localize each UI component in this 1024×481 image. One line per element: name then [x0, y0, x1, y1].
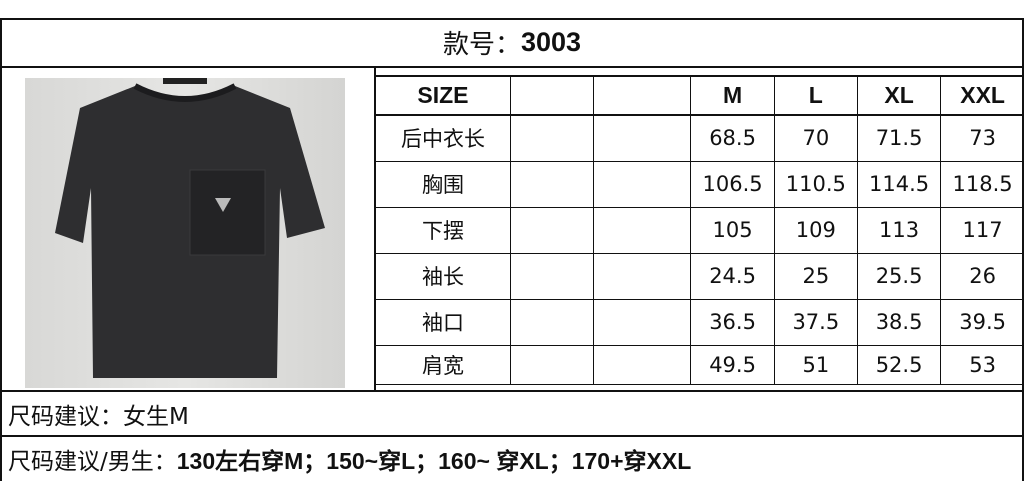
- measurement-value: 117: [940, 206, 1024, 254]
- blank-cell: [593, 160, 692, 208]
- header-xxl: XXL: [940, 75, 1024, 116]
- tshirt-icon: [55, 78, 325, 378]
- male-size-note: 尺码建议/男生： 130左右穿M；150~穿L；160~ 穿XL；170+穿XXL: [0, 435, 1024, 480]
- blank-cell: [509, 160, 595, 208]
- table-row: 下摆 105 109 113 117: [376, 206, 1024, 254]
- measurement-name: 袖口: [376, 298, 511, 346]
- measurement-value: 113: [856, 206, 942, 254]
- blank-cell: [593, 252, 692, 300]
- measurement-value: 39.5: [940, 298, 1024, 346]
- table-row: 后中衣长 68.5 70 71.5 73: [376, 114, 1024, 162]
- measurement-value: 105: [690, 206, 775, 254]
- title-label: 款号：: [442, 29, 521, 60]
- header-blank: [509, 75, 595, 116]
- blank-cell: [593, 344, 692, 385]
- male-note-text: 130左右穿M；150~穿L；160~ 穿XL；170+穿XXL: [176, 447, 692, 474]
- blank-cell: [509, 344, 595, 385]
- measurement-value: 70: [773, 114, 858, 162]
- size-table: SIZE M L XL XXL 后中衣长 68.5 70 71.5 73 胸围 106.5 1…: [376, 75, 1024, 385]
- header-l: L: [773, 75, 858, 116]
- measurement-value: 106.5: [690, 160, 775, 208]
- table-header-row: SIZE M L XL XXL: [376, 75, 1024, 116]
- blank-cell: [593, 206, 692, 254]
- measurement-name: 胸围: [376, 160, 511, 208]
- measurement-name: 肩宽: [376, 344, 511, 385]
- measurement-value: 25: [773, 252, 858, 300]
- blank-cell: [509, 114, 595, 162]
- measurement-value: 36.5: [690, 298, 775, 346]
- measurement-value: 114.5: [856, 160, 942, 208]
- product-photo-cell: [0, 68, 376, 390]
- measurement-value: 26: [940, 252, 1024, 300]
- female-size-note: 尺码建议：女生M: [0, 390, 1024, 435]
- measurement-value: 51: [773, 344, 858, 385]
- measurement-value: 109: [773, 206, 858, 254]
- header-size: SIZE: [376, 75, 511, 116]
- blank-cell: [509, 252, 595, 300]
- measurement-value: 24.5: [690, 252, 775, 300]
- blank-cell: [509, 298, 595, 346]
- measurement-value: 37.5: [773, 298, 858, 346]
- blank-cell: [509, 206, 595, 254]
- measurement-value: 71.5: [856, 114, 942, 162]
- blank-cell: [593, 298, 692, 346]
- header-xl: XL: [856, 75, 942, 116]
- measurement-value: 49.5: [690, 344, 775, 385]
- male-note-label: 尺码建议/男生：: [8, 448, 177, 475]
- female-note-text: 尺码建议：女生M: [8, 403, 189, 430]
- measurement-name: 袖长: [376, 252, 511, 300]
- measurement-value: 25.5: [856, 252, 942, 300]
- style-number-title: 款号： 3003: [0, 18, 1024, 68]
- measurement-value: 118.5: [940, 160, 1024, 208]
- table-row: 肩宽 49.5 51 52.5 53: [376, 344, 1024, 385]
- measurement-value: 38.5: [856, 298, 942, 346]
- table-row: 袖口 36.5 37.5 38.5 39.5: [376, 298, 1024, 346]
- header-m: M: [690, 75, 775, 116]
- measurement-value: 73: [940, 114, 1024, 162]
- table-row: 胸围 106.5 110.5 114.5 118.5: [376, 160, 1024, 208]
- measurement-value: 52.5: [856, 344, 942, 385]
- table-row: 袖长 24.5 25 25.5 26: [376, 252, 1024, 300]
- measurement-value: 68.5: [690, 114, 775, 162]
- measurement-value: 110.5: [773, 160, 858, 208]
- measurement-value: 53: [940, 344, 1024, 385]
- style-number: 3003: [520, 26, 582, 57]
- header-blank: [593, 75, 692, 116]
- blank-cell: [593, 114, 692, 162]
- measurement-name: 下摆: [376, 206, 511, 254]
- product-photo: [25, 78, 345, 388]
- measurement-name: 后中衣长: [376, 114, 511, 162]
